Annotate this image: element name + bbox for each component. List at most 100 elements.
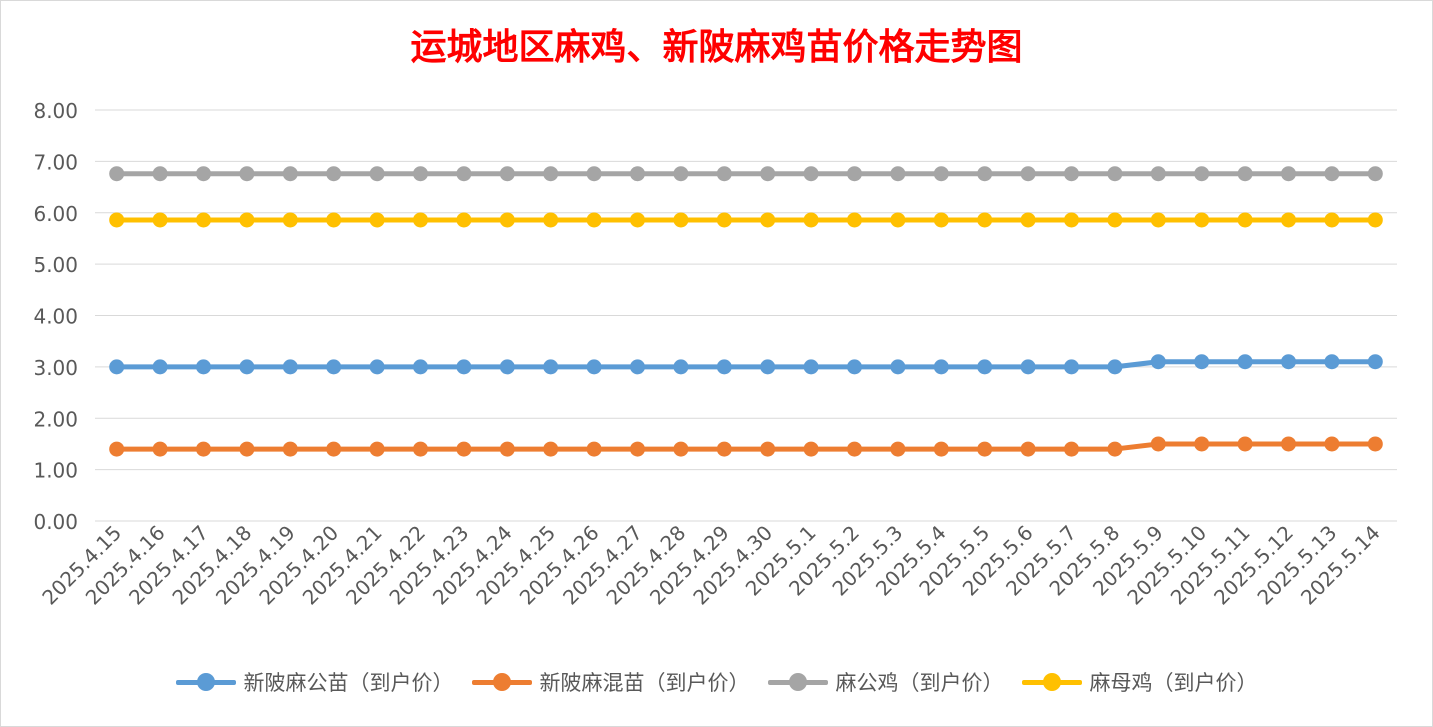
data-point — [543, 166, 559, 182]
legend-label: 麻母鸡（到户价） — [1089, 671, 1258, 695]
data-point — [1064, 359, 1079, 375]
data-point — [586, 441, 602, 457]
data-point — [413, 166, 428, 182]
data-point — [716, 359, 732, 375]
data-point — [933, 166, 949, 182]
data-point — [499, 359, 515, 375]
data-point — [152, 212, 168, 228]
data-point — [1237, 436, 1253, 452]
data-point — [673, 212, 689, 228]
data-point — [369, 441, 385, 457]
data-point — [326, 212, 342, 228]
data-point — [673, 359, 689, 375]
data-point — [196, 166, 211, 182]
data-point — [1281, 436, 1296, 452]
data-point — [1194, 212, 1210, 228]
data-point — [760, 166, 776, 182]
y-tick-label: 5.00 — [33, 253, 78, 277]
series-1 — [109, 436, 1383, 457]
data-point — [586, 212, 602, 228]
data-point — [196, 359, 211, 375]
data-point — [977, 166, 993, 182]
data-point — [586, 359, 602, 375]
data-point — [413, 212, 428, 228]
data-point — [1107, 212, 1123, 228]
data-point — [1194, 436, 1210, 452]
data-point — [543, 441, 559, 457]
series-2 — [109, 166, 1383, 182]
series-line — [114, 359, 1378, 370]
y-tick-label: 2.00 — [33, 407, 78, 431]
data-point — [803, 212, 819, 228]
data-point — [239, 359, 255, 375]
data-point — [977, 359, 993, 375]
data-point — [847, 166, 862, 182]
data-point — [977, 212, 993, 228]
data-point — [152, 359, 168, 375]
data-point — [630, 441, 645, 457]
data-point — [673, 441, 689, 457]
data-point — [1324, 212, 1340, 228]
data-point — [1107, 441, 1123, 457]
y-tick-label: 7.00 — [33, 150, 78, 174]
data-point — [1324, 436, 1340, 452]
data-point — [1324, 354, 1340, 370]
data-point — [1367, 166, 1383, 182]
data-point — [1064, 212, 1079, 228]
legend-marker-icon — [175, 672, 236, 692]
data-point — [239, 441, 255, 457]
data-point — [152, 441, 168, 457]
data-point — [282, 166, 298, 182]
data-point — [847, 212, 862, 228]
data-point — [630, 212, 645, 228]
legend-item: 新陂麻混苗（到户价） — [471, 667, 750, 697]
data-point — [1237, 166, 1253, 182]
data-point — [1367, 436, 1383, 452]
data-point — [369, 359, 385, 375]
data-point — [456, 359, 472, 375]
data-point — [716, 441, 732, 457]
data-point — [413, 359, 428, 375]
y-tick-label: 8.00 — [33, 99, 78, 123]
legend-label: 新陂麻公苗（到户价） — [243, 671, 454, 695]
data-point — [673, 166, 689, 182]
data-point — [1150, 212, 1166, 228]
data-point — [1020, 359, 1036, 375]
data-point — [326, 359, 342, 375]
data-point — [1150, 166, 1166, 182]
data-point — [499, 212, 515, 228]
data-point — [499, 441, 515, 457]
data-point — [456, 166, 472, 182]
y-tick-label: 3.00 — [33, 356, 78, 380]
data-point — [543, 359, 559, 375]
data-point — [1367, 354, 1383, 370]
data-point — [1194, 354, 1210, 370]
data-point — [847, 441, 862, 457]
data-point — [803, 359, 819, 375]
legend-marker-icon — [471, 672, 532, 692]
data-point — [933, 441, 949, 457]
data-point — [890, 166, 906, 182]
data-point — [326, 166, 342, 182]
data-point — [499, 166, 515, 182]
data-point — [1281, 212, 1296, 228]
data-point — [630, 166, 645, 182]
data-point — [803, 166, 819, 182]
data-point — [282, 359, 298, 375]
data-point — [890, 212, 906, 228]
data-point — [196, 212, 211, 228]
data-point — [760, 212, 776, 228]
data-point — [890, 441, 906, 457]
data-point — [716, 166, 732, 182]
chart-title: 运城地区麻鸡、新陂麻鸡苗价格走势图 — [410, 26, 1023, 68]
data-point — [109, 212, 125, 228]
data-point — [1281, 166, 1296, 182]
data-point — [543, 212, 559, 228]
data-point — [239, 166, 255, 182]
data-point — [1194, 166, 1210, 182]
data-point — [803, 441, 819, 457]
data-point — [109, 359, 125, 375]
data-point — [196, 441, 211, 457]
data-point — [1020, 212, 1036, 228]
